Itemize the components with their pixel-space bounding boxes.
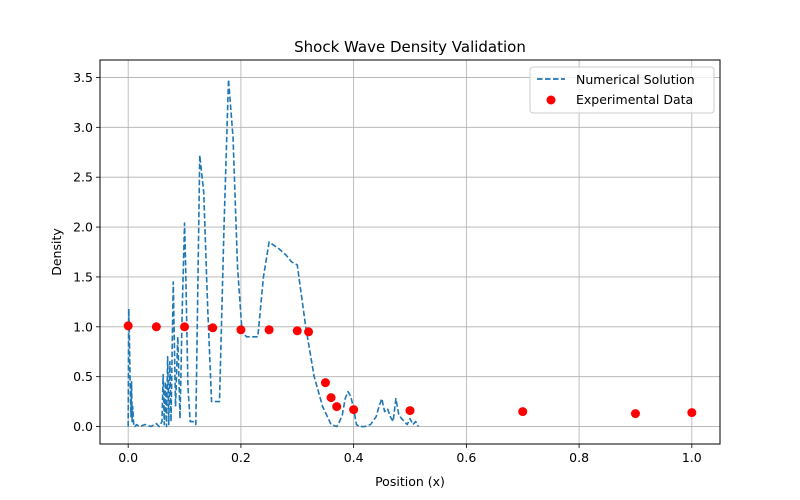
x-tick-label: 0.0 — [118, 450, 138, 465]
x-axis-ticks: 0.0 0.2 0.4 0.6 0.8 1.0 — [118, 444, 702, 465]
legend: Numerical Solution Experimental Data — [529, 66, 715, 114]
plot-area-frame — [99, 59, 721, 445]
legend-experimental-data-label: Experimental Data — [576, 92, 693, 107]
x-tick-label: 0.8 — [569, 450, 589, 465]
legend-box — [529, 66, 715, 114]
x-tick-label: 1.0 — [682, 450, 702, 465]
experimental-data-series — [123, 321, 697, 419]
y-axis-ticks: 0.0 0.5 1.0 1.5 2.0 2.5 3.0 3.5 — [73, 70, 100, 434]
experimental-data-point — [180, 322, 190, 332]
numerical-solution-series — [127, 78, 420, 428]
y-tick-label: 2.0 — [73, 220, 93, 235]
y-tick-label: 3.0 — [73, 120, 93, 135]
experimental-data-point — [123, 321, 133, 331]
experimental-data-point — [630, 409, 640, 419]
x-tick-label: 0.6 — [456, 450, 476, 465]
experimental-data-point — [320, 378, 330, 388]
y-axis-title: Density — [49, 228, 64, 276]
y-tick-label: 0.5 — [73, 369, 93, 384]
chart-title: Shock Wave Density Validation — [294, 38, 526, 56]
experimental-data-point — [236, 325, 246, 335]
experimental-data-point — [151, 322, 161, 332]
experimental-data-point — [405, 406, 415, 416]
experimental-data-point — [264, 325, 274, 335]
x-tick-label: 0.4 — [344, 450, 364, 465]
experimental-data-point — [349, 405, 359, 415]
y-tick-label: 3.5 — [73, 70, 93, 85]
experimental-data-point — [326, 393, 336, 403]
experimental-data-point — [292, 326, 302, 336]
experimental-data-point — [332, 402, 342, 412]
experimental-data-point — [304, 327, 314, 337]
x-tick-label: 0.2 — [231, 450, 251, 465]
legend-numerical-solution-label: Numerical Solution — [576, 72, 695, 87]
experimental-data-point — [208, 323, 218, 333]
y-tick-label: 1.5 — [73, 269, 93, 284]
y-tick-label: 1.0 — [73, 319, 93, 334]
grid — [100, 60, 720, 444]
numerical-solution-line — [127, 78, 420, 428]
x-axis-title: Position (x) — [375, 474, 445, 489]
y-tick-label: 2.5 — [73, 170, 93, 185]
y-tick-label: 0.0 — [73, 419, 93, 434]
experimental-data-point — [687, 408, 697, 418]
legend-experimental-data-marker — [546, 95, 556, 105]
experimental-data-point — [518, 407, 528, 417]
